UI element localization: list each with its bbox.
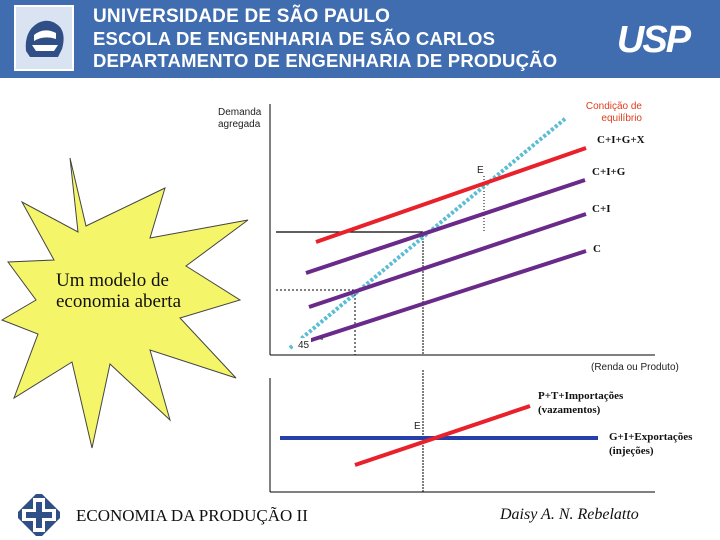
- usp-crest-icon: [14, 5, 74, 71]
- x-axis-label: (Renda ou Produto): [591, 362, 679, 373]
- line-cigx: [315, 146, 587, 244]
- y-axis-label-line2: agregada: [218, 119, 261, 130]
- label-c: C: [593, 243, 601, 255]
- label-cigx: C+I+G+X: [597, 134, 645, 146]
- angle-marker: [293, 338, 311, 352]
- equilibrium-point-bottom: E: [414, 421, 421, 432]
- course-name: ECONOMIA DA PRODUÇÃO II: [76, 506, 308, 525]
- author-name: Daisy A. N. Rebelatto: [500, 506, 639, 523]
- line-cig: [305, 178, 586, 275]
- university-title: UNIVERSIDADE DE SÃO PAULO: [93, 6, 391, 27]
- usp-logo-text: USP: [617, 19, 692, 58]
- y-axis-label: Demanda agregada: [218, 107, 261, 131]
- callout-text-line2: economia aberta: [56, 291, 182, 312]
- line-c: [295, 249, 587, 347]
- equilibrium-label-line2: equilíbrio: [601, 113, 642, 124]
- school-title: ESCOLA DE ENGENHARIA DE SÃO CARLOS: [93, 28, 496, 49]
- degree-symbol: °: [320, 336, 324, 346]
- leakages-line: [354, 404, 531, 467]
- leakages-label-line2: (vazamentos): [538, 404, 601, 416]
- y-axis-label-line1: Demanda: [218, 107, 262, 118]
- line-ci: [308, 212, 587, 309]
- callout-text: Um modelo de economia aberta: [56, 270, 181, 312]
- callout-text-line1: Um modelo de: [56, 270, 169, 291]
- injections-label: G+I+Exportações (injeções): [609, 430, 692, 458]
- eesc-logo-icon: [18, 494, 60, 536]
- header-banner: UNIVERSIDADE DE SÃO PAULO ESCOLA DE ENGE…: [0, 0, 720, 78]
- department-title: DEPARTAMENTO DE ENGENHARIA DE PRODUÇÃO: [93, 50, 558, 71]
- equilibrium-point-top: E: [477, 165, 484, 176]
- leakages-label: P+T+Importações (vazamentos): [538, 389, 623, 417]
- injections-label-line2: (injeções): [609, 445, 654, 457]
- aggregate-demand-diagram: [269, 104, 655, 493]
- usp-logo: USP: [617, 19, 694, 58]
- injections-label-line1: G+I+Exportações: [609, 431, 693, 443]
- leakages-label-line1: P+T+Importações: [538, 390, 624, 402]
- label-cig: C+I+G: [592, 166, 626, 178]
- callout-starburst: [0, 157, 249, 449]
- angle-label: 45: [298, 340, 310, 351]
- equilibrium-label: Condição de equilíbrio: [556, 101, 642, 125]
- label-ci: C+I: [592, 203, 611, 215]
- equilibrium-label-line1: Condição de: [585, 101, 642, 112]
